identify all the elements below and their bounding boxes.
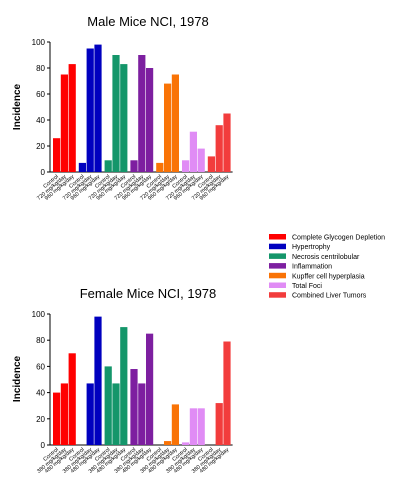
male-y-tick-label: 80: [36, 64, 45, 73]
legend-label: Complete Glycogen Depletion: [292, 235, 385, 242]
male-bar: [104, 160, 112, 172]
male-bar: [78, 162, 86, 172]
male-y-tick-label: 100: [32, 38, 46, 47]
male-bar: [120, 64, 128, 172]
legend-label: Necrosis centrilobular: [292, 254, 360, 261]
female-bar: [60, 383, 68, 445]
female-bar: [130, 369, 138, 445]
female-bar: [120, 327, 128, 445]
female-y-tick-label: 100: [32, 310, 46, 319]
female-bar: [112, 383, 120, 445]
male-bar: [156, 162, 164, 172]
male-bar: [207, 156, 215, 172]
male-bar: [197, 148, 205, 172]
female-bar: [94, 316, 102, 445]
female-bar: [171, 404, 179, 445]
female-bar: [215, 403, 223, 445]
male-y-axis-label: Incidence: [12, 84, 23, 131]
female-bar: [138, 383, 146, 445]
legend-label: Inflammation: [292, 264, 332, 271]
female-mice-chart: Female Mice NCI, 1978 Incidence 0 20 40 60 8…: [12, 286, 233, 475]
male-bar: [171, 74, 179, 172]
male-bar: [94, 44, 102, 172]
legend-label: Kupffer cell hyperplasia: [292, 273, 365, 280]
male-y-tick-label: 60: [36, 90, 45, 99]
legend-swatch: [269, 292, 286, 298]
male-bar: [86, 48, 94, 172]
legend-label: Total Foci: [292, 283, 322, 290]
legend: Complete Glycogen Depletion Hypertrophy Ne…: [269, 234, 385, 300]
male-bar: [215, 125, 223, 172]
female-bar: [197, 408, 205, 445]
female-bar: [146, 333, 154, 445]
female-chart-title: Female Mice NCI, 1978: [80, 286, 217, 301]
female-bar: [53, 392, 61, 445]
female-bar: [189, 408, 197, 445]
male-bar: [53, 138, 61, 172]
female-y-tick-label: 60: [36, 362, 45, 371]
legend-label: Combined Liver Tumors: [292, 293, 367, 300]
legend-swatch: [269, 272, 286, 279]
male-bar: [164, 83, 172, 172]
male-mice-chart: Male Mice NCI, 1978 Incidence 0 20 40 60 80 1…: [12, 14, 233, 202]
male-bar: [189, 131, 197, 172]
legend-swatch: [269, 234, 286, 240]
male-bar: [182, 160, 190, 172]
male-y-tick-label: 0: [41, 168, 46, 177]
legend-label: Hypertrophy: [292, 244, 331, 251]
female-bar: [164, 441, 172, 445]
female-bar: [86, 383, 94, 445]
female-bar: [68, 353, 76, 445]
male-y-tick-label: 40: [36, 116, 45, 125]
male-y-tick-label: 20: [36, 142, 45, 151]
female-bar: [223, 341, 231, 445]
male-bar: [223, 113, 231, 172]
female-y-axis-label: Incidence: [12, 356, 23, 403]
female-y-tick-label: 20: [36, 415, 45, 424]
female-y-tick-label: 40: [36, 389, 45, 398]
male-bar: [130, 160, 138, 172]
legend-swatch: [269, 263, 286, 269]
female-y-tick-label: 0: [41, 441, 46, 450]
female-bar: [104, 366, 112, 445]
male-bar: [138, 55, 146, 172]
legend-swatch: [269, 282, 286, 288]
male-bar: [68, 64, 76, 172]
legend-swatch: [269, 253, 286, 259]
male-chart-title: Male Mice NCI, 1978: [87, 14, 208, 29]
female-bar: [182, 442, 190, 445]
legend-swatch: [269, 243, 286, 250]
male-bar: [112, 55, 120, 172]
male-bar: [146, 68, 154, 172]
female-y-tick-label: 80: [36, 336, 45, 345]
male-bar: [60, 74, 68, 172]
